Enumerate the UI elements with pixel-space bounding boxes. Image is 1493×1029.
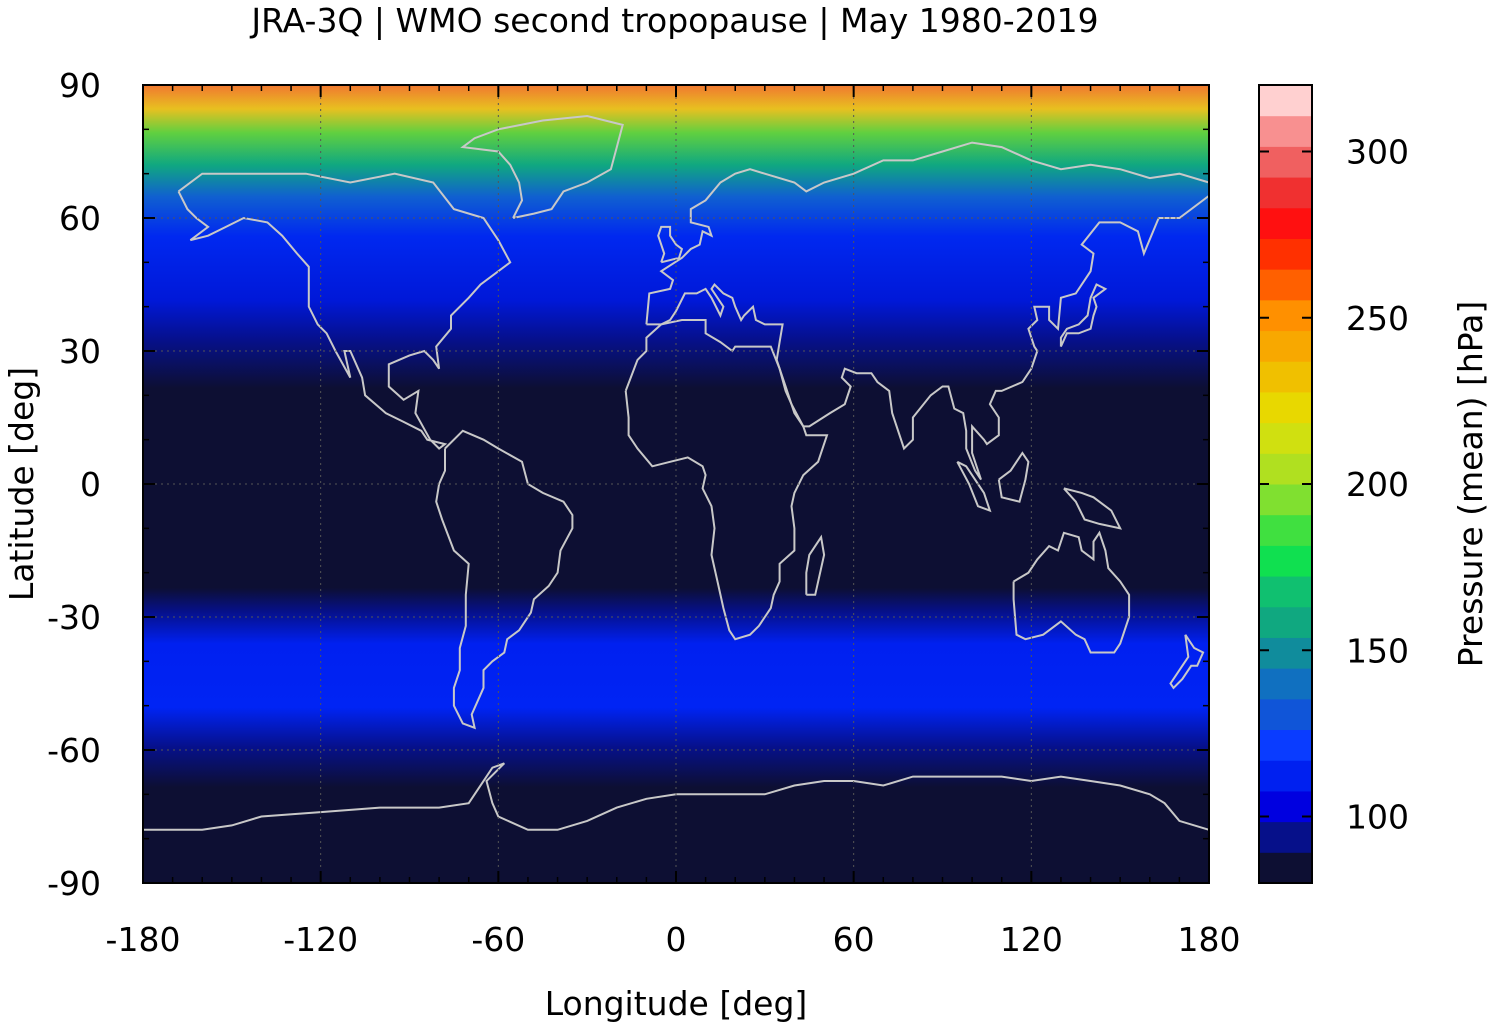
colorbar-tick-label: 150 [1346, 631, 1409, 670]
y-tick-label: -90 [47, 864, 101, 903]
x-tick-label: 120 [1000, 920, 1063, 959]
colorbar-segment [1259, 391, 1312, 424]
coastline [956, 460, 992, 513]
colorbar-segment [1259, 238, 1312, 270]
colorbar-segment [1259, 330, 1312, 362]
colorbar-tick-label: 100 [1346, 798, 1409, 837]
y-axis: 90 60 30 0 -30 -60 -90 [47, 66, 1209, 903]
colorbar-label: Pressure (mean) [hPa] [1451, 301, 1490, 668]
colorbar-segment [1259, 85, 1312, 117]
y-tick-label: 30 [59, 332, 101, 371]
colorbar-segment [1259, 606, 1312, 638]
x-tick-label: -180 [106, 920, 181, 959]
y-tick-label: 60 [59, 199, 101, 238]
colorbar-segment [1259, 207, 1312, 239]
y-tick-label: -30 [47, 598, 101, 637]
x-tick-label: 0 [666, 920, 687, 959]
coastline [460, 114, 624, 219]
colorbar-segment [1259, 361, 1312, 393]
colorbar-segment [1259, 729, 1312, 761]
colorbar-ticks: 100 150 200 250 300 [1259, 133, 1409, 837]
x-tick-label: 180 [1178, 920, 1241, 959]
coastline [435, 429, 574, 730]
colorbar-segment [1259, 576, 1312, 608]
colorbar-segment [1259, 484, 1312, 516]
coastline [177, 172, 512, 450]
colorbar-segment [1259, 668, 1312, 700]
colorbar-segment [1259, 177, 1312, 209]
x-axis-label: Longitude [deg] [545, 984, 808, 1023]
x-tick-label: 60 [833, 920, 875, 959]
colorbar-segment [1259, 698, 1312, 731]
y-tick-label: 90 [59, 66, 101, 105]
colorbar [1258, 84, 1313, 884]
colorbar-tick-label: 300 [1346, 133, 1409, 172]
coastline [1012, 530, 1131, 654]
x-tick-label: -120 [283, 920, 358, 959]
colorbar-segment [1259, 852, 1312, 884]
colorbar-segment [1259, 453, 1312, 485]
x-axis: -180 -120 -60 0 60 120 180 [106, 85, 1241, 959]
coastline [997, 451, 1030, 503]
colorbar-segment [1259, 115, 1312, 147]
x-tick-label: -60 [471, 920, 525, 959]
y-tick-label: -60 [47, 731, 101, 770]
coastline [624, 319, 829, 641]
colorbar-segment [1259, 545, 1312, 577]
chart-title: JRA-3Q | WMO second tropopause | May 198… [249, 1, 1098, 40]
plot-area [142, 84, 1210, 884]
colorbar-segment [1259, 760, 1312, 792]
colorbar-tick-label: 200 [1346, 465, 1409, 504]
grid-lines [143, 85, 1209, 883]
coastline [645, 141, 1210, 481]
colorbar-tick-label: 250 [1346, 299, 1409, 338]
coastline [1063, 487, 1123, 530]
colorbar-segment [1259, 821, 1312, 853]
coastline [657, 225, 684, 264]
y-tick-label: 0 [80, 465, 101, 504]
colorbar-segment [1259, 422, 1312, 454]
coastline [805, 534, 826, 596]
colorbar-segment [1259, 269, 1312, 301]
coastline [1169, 634, 1205, 690]
colorbar-segment [1259, 514, 1312, 546]
y-axis-label: Latitude [deg] [2, 367, 41, 601]
colorbar-segment [1259, 637, 1312, 669]
coastline [1059, 283, 1108, 348]
colorbar-segment [1259, 299, 1312, 332]
